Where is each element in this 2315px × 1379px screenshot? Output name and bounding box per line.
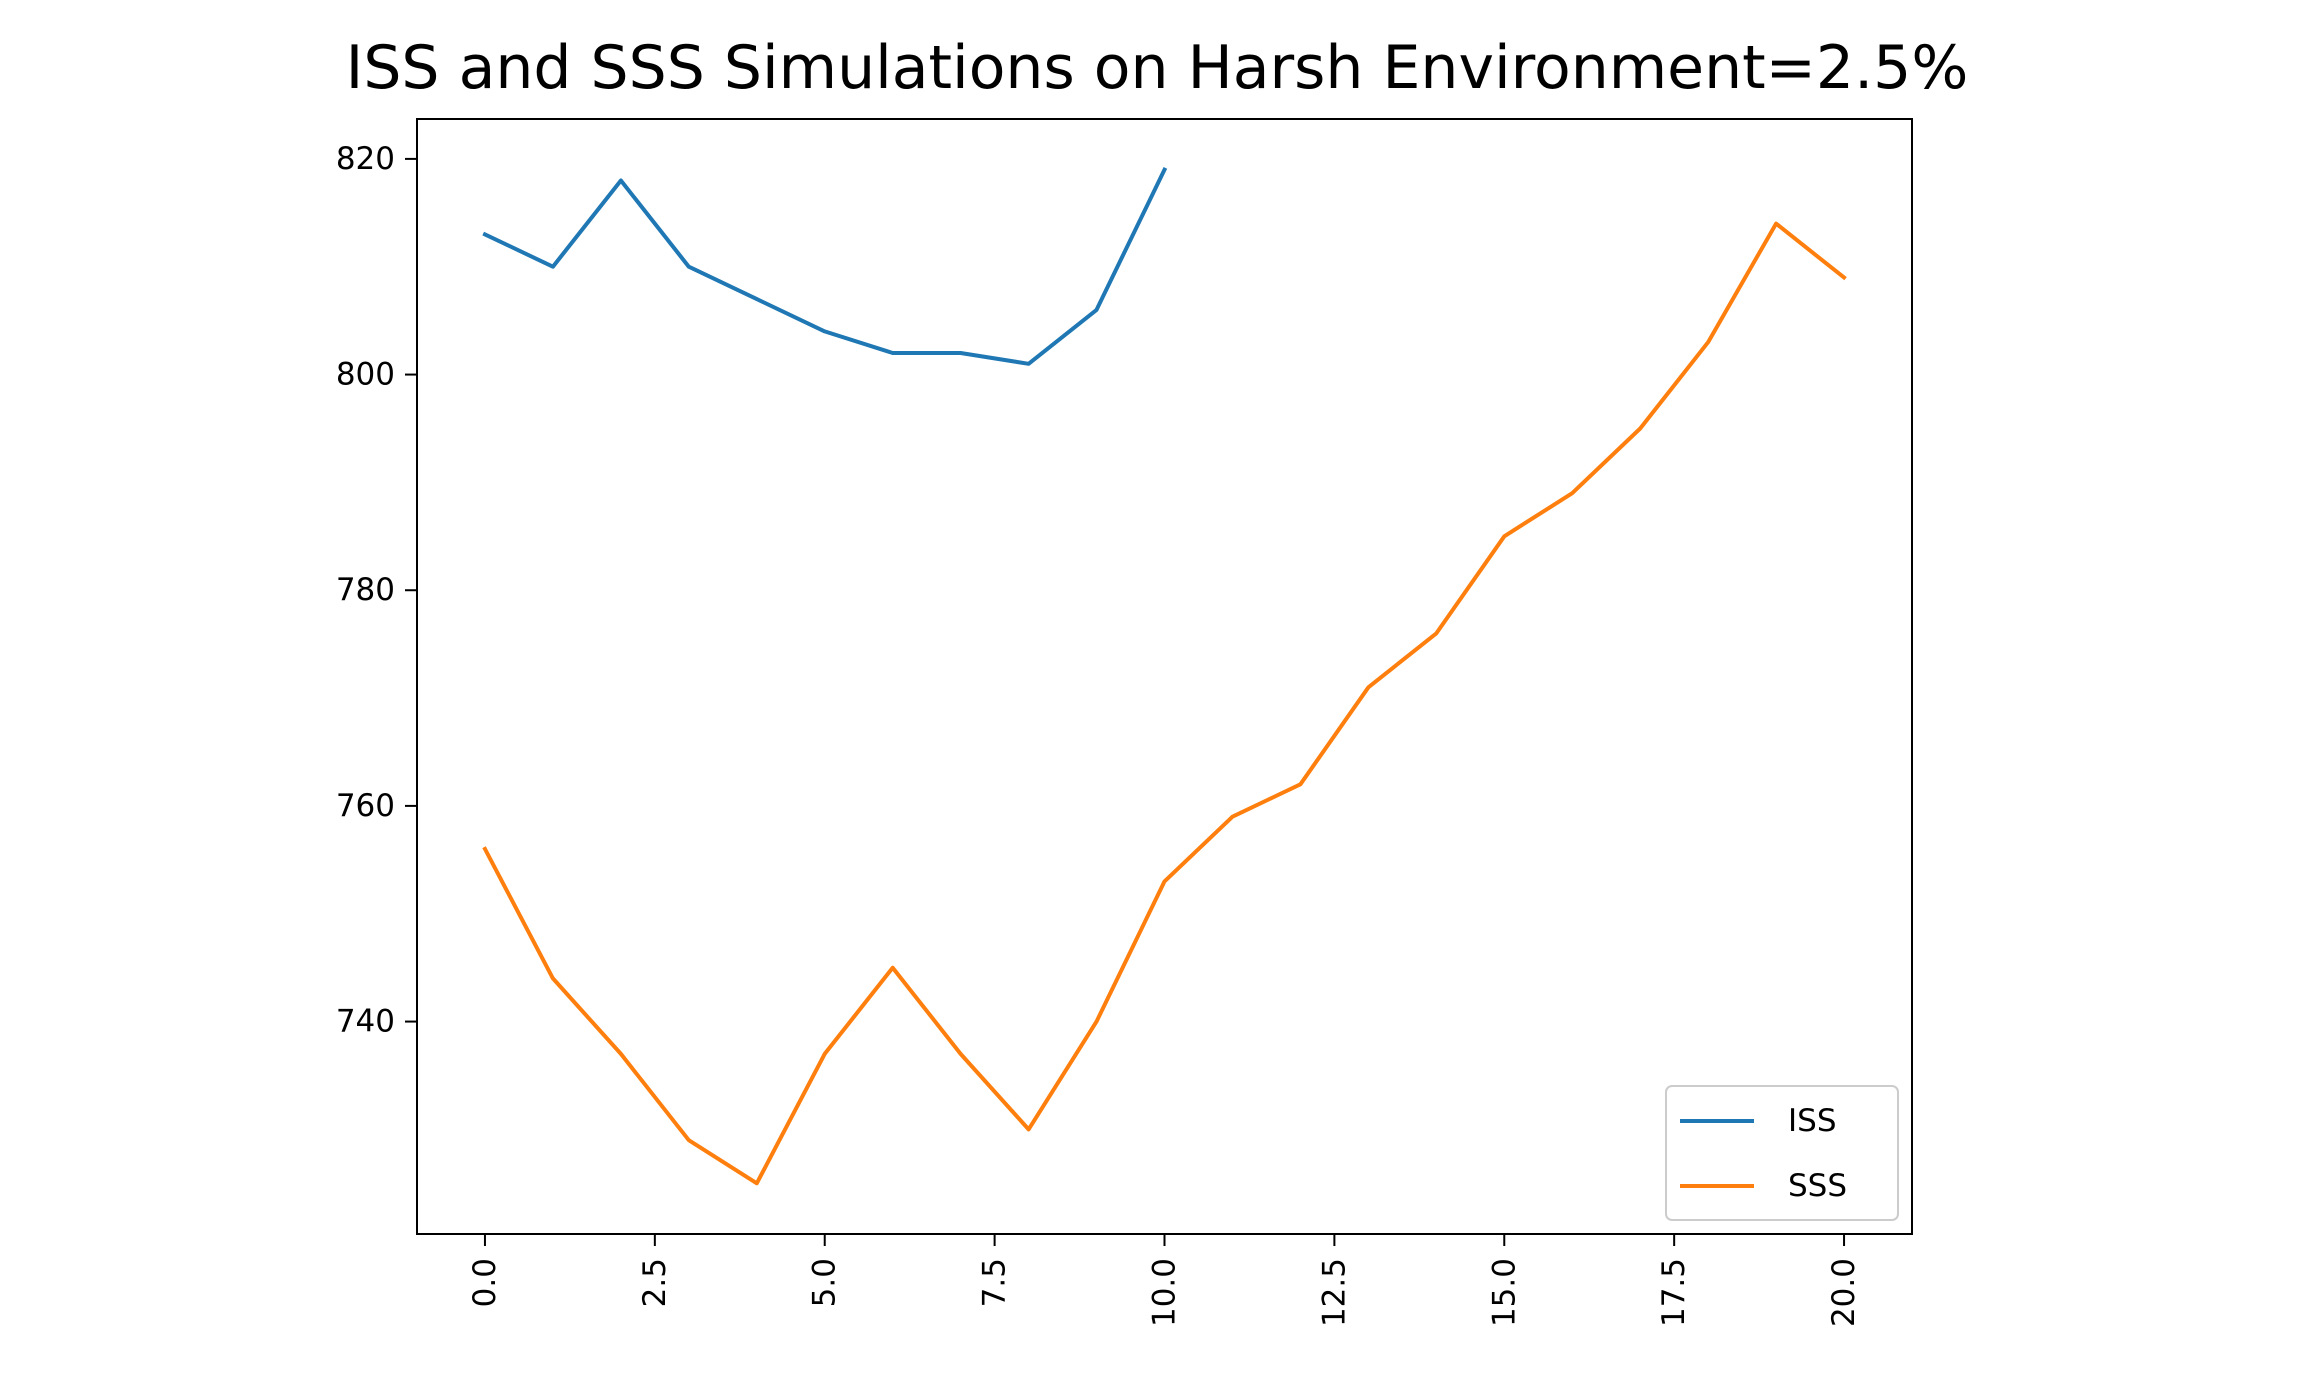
x-tick-label: 0.0 (467, 1258, 503, 1307)
legend-label-iss: ISS (1788, 1103, 1837, 1139)
series-line-sss (482, 221, 1847, 1186)
x-tick-label: 10.0 (1147, 1258, 1183, 1327)
series-line-iss (482, 167, 1168, 366)
y-axis: 740 760 780 800 820 (336, 141, 417, 1040)
y-tick-label: 740 (336, 1004, 395, 1040)
y-tick-label: 820 (336, 141, 395, 177)
x-axis: 0.0 2.5 5.0 7.5 10.0 12.5 15.0 17.5 20.0 (467, 1234, 1862, 1327)
legend-label-sss: SSS (1788, 1168, 1847, 1204)
y-tick-label: 760 (336, 788, 395, 824)
plot-area (482, 167, 1847, 1186)
x-tick-label: 15.0 (1486, 1258, 1522, 1327)
x-tick-label: 20.0 (1826, 1258, 1862, 1327)
x-tick-label: 5.0 (807, 1258, 843, 1307)
legend: ISS SSS (1665, 1085, 1899, 1221)
y-tick-label: 800 (336, 357, 395, 393)
plot-frame (416, 118, 1913, 1235)
x-tick-label: 2.5 (637, 1258, 673, 1307)
legend-box (1665, 1085, 1899, 1221)
y-tick-label: 780 (336, 572, 395, 608)
x-tick-label: 7.5 (977, 1258, 1013, 1307)
chart-title: ISS and SSS Simulations on Harsh Environ… (346, 33, 1969, 103)
x-tick-label: 17.5 (1656, 1258, 1692, 1327)
x-tick-label: 12.5 (1316, 1258, 1352, 1327)
